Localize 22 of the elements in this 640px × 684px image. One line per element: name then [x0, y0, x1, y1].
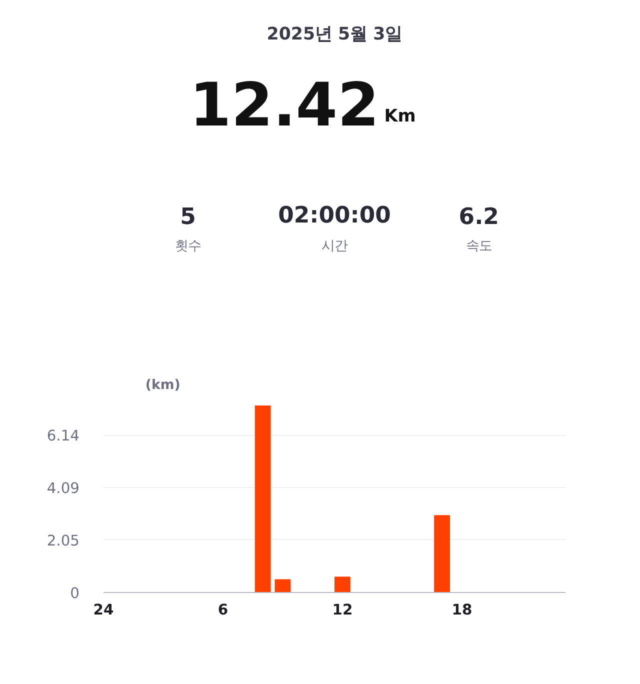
text: 횟수 [174, 239, 201, 254]
text: 시간 [322, 239, 348, 254]
y-tick-label: 6.14 [46, 428, 80, 445]
text: 속도 [466, 239, 492, 254]
x-tick-label: 18 [452, 602, 472, 618]
x-tick-label: 12 [332, 602, 353, 618]
bar [254, 406, 271, 592]
chart-title: 2025년 5월 3일 [266, 24, 402, 44]
bar [274, 579, 291, 592]
y-tick-label: 4.09 [46, 480, 80, 498]
text: 02:00:00 [278, 202, 391, 228]
x-tick-label: 6 [218, 602, 228, 618]
text: 6.2 [458, 204, 499, 230]
y-tick-label: 0 [70, 585, 80, 602]
text: 5 [180, 204, 196, 230]
bar [434, 515, 450, 592]
text: Km [384, 106, 416, 126]
bar [334, 576, 350, 592]
x-tick-label: 24 [93, 602, 114, 618]
y-axis-title: (km) [145, 378, 180, 393]
y-tick-label: 2.05 [46, 532, 80, 550]
chart-subtitle: 12.42 [189, 70, 380, 140]
